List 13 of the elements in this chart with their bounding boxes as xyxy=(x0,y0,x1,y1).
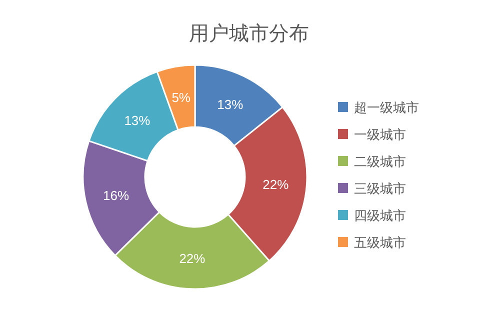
legend-label: 五级城市 xyxy=(354,235,406,250)
data-label: 16% xyxy=(103,188,130,204)
data-label: 13% xyxy=(124,113,151,128)
legend-label: 四级城市 xyxy=(354,208,406,223)
chart-title: 用户城市分布 xyxy=(189,23,309,45)
legend-label: 三级城市 xyxy=(354,181,406,196)
legend-label: 一级城市 xyxy=(354,127,406,142)
legend-label: 超一级城市 xyxy=(354,100,419,115)
data-label: 13% xyxy=(217,97,244,112)
data-label: 22% xyxy=(262,176,290,192)
legend-label: 二级城市 xyxy=(354,154,406,169)
data-label: 22% xyxy=(179,250,206,266)
data-label: 5% xyxy=(172,90,191,106)
